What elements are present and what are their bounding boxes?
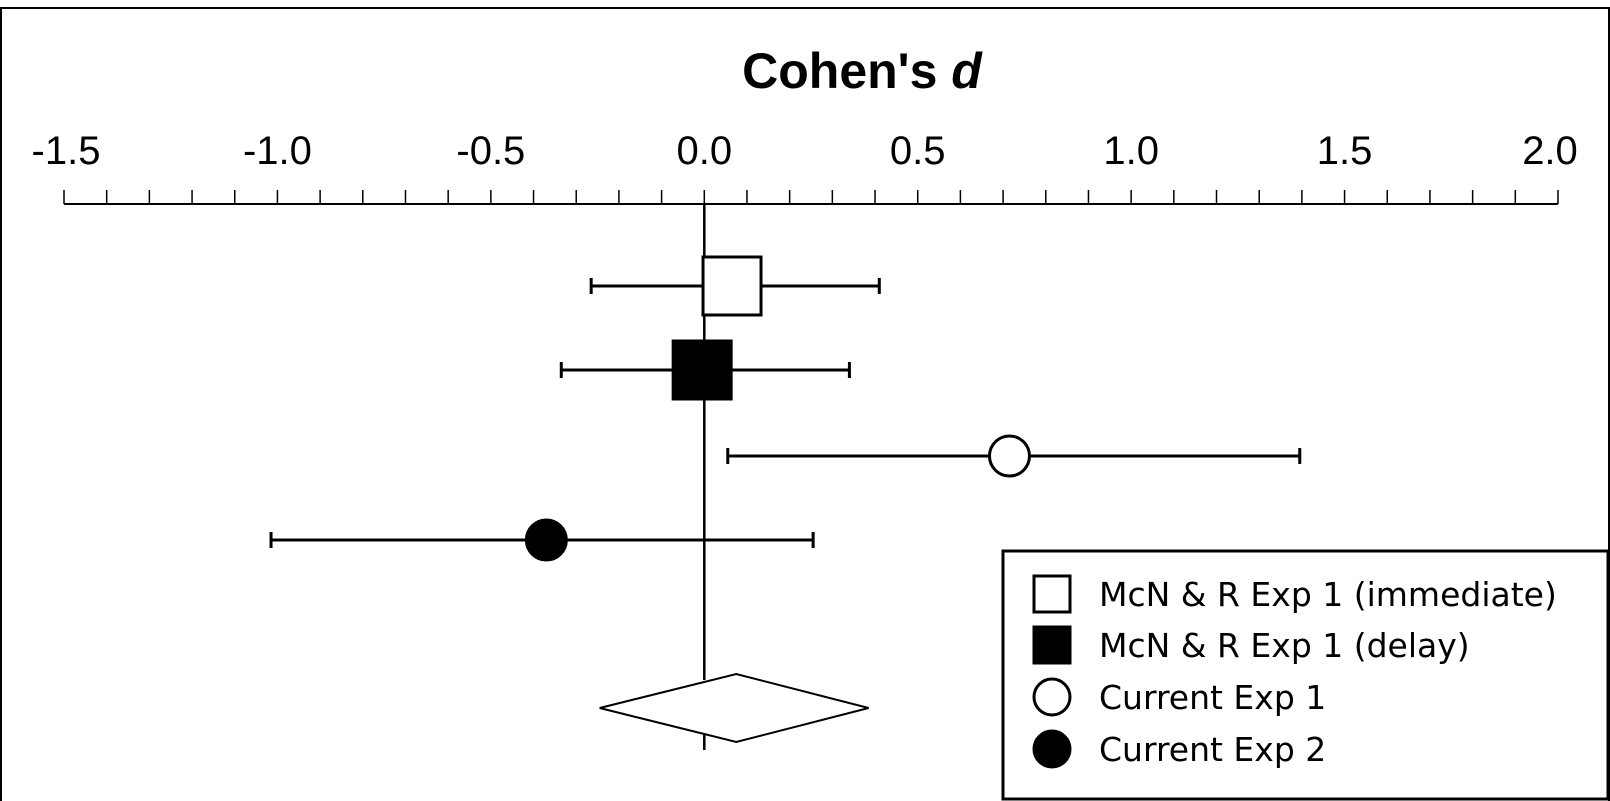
x-tick-label: -1.5 [32,129,101,173]
x-tick-label: 0.0 [676,129,732,173]
legend-item: McN & R Exp 1 (immediate) [1032,574,1557,614]
effect-point [987,434,1031,478]
chart-title-text: Cohen's [742,43,937,99]
legend-label: Current Exp 1 [1099,678,1326,717]
legend-label: McN & R Exp 1 (immediate) [1099,575,1557,614]
legend-swatch [1032,677,1072,717]
summary-diamond [599,672,869,744]
chart-title: Cohen's d [742,43,983,99]
legend-item: Current Exp 2 [1032,729,1326,769]
data-marks [269,204,1302,750]
legend-box [1001,549,1610,801]
legend-item: McN & R Exp 1 (delay) [1032,625,1470,665]
x-tick-label: 1.5 [1317,129,1373,173]
study-row [589,255,881,317]
x-tick-label: -0.5 [456,129,525,173]
x-tick-label: 2.0 [1522,129,1578,173]
plot-frame [0,7,1610,801]
study-row [269,518,815,562]
legend: McN & R Exp 1 (immediate) McN & R Exp 1 (… [1001,549,1610,801]
legend-swatch [1032,625,1072,665]
legend-item: Current Exp 1 [1032,677,1326,717]
effect-point [671,339,733,401]
study-row [726,434,1302,478]
legend-swatch [1032,729,1072,769]
x-tick-label: 1.0 [1103,129,1159,173]
chart-title-italic: d [951,43,983,99]
x-tick-label: -1.0 [243,129,312,173]
effect-point [701,255,763,317]
effect-point [524,518,568,562]
x-tick-label: 0.5 [890,129,946,173]
legend-swatch [1032,574,1072,614]
legend-label: McN & R Exp 1 (delay) [1099,626,1470,665]
x-axis: -1.5 -1.0 -0.5 0.0 0.5 1.0 1.5 2.0 [32,129,1578,205]
study-row [559,339,851,401]
legend-label: Current Exp 2 [1099,730,1326,769]
